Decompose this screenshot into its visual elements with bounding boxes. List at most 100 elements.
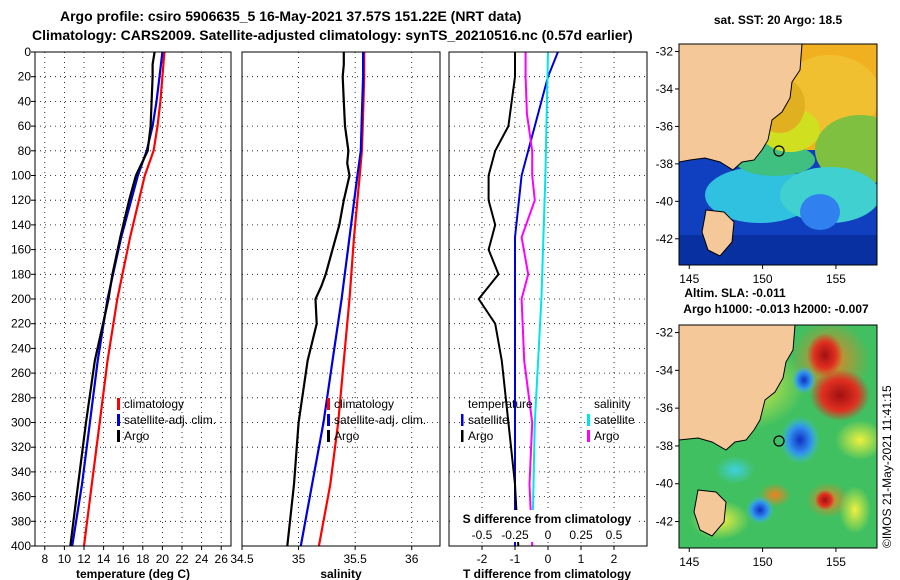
difference-frame [448,51,648,547]
temperature-lines [69,52,166,546]
legend-swatch-satellite [117,414,120,426]
series-line-satellite-adj-clim- [71,52,164,546]
y-tick-label: 120 [11,193,31,207]
y-tick-label: 200 [11,292,31,306]
legend-label-s-argo: Argo [594,429,620,443]
series-line-climatology [82,52,166,546]
x-tick-label: 22 [175,552,189,566]
map-x-tick-label: 155 [826,272,846,286]
series-line-temperature-satellite [514,52,559,546]
map-y-tick-label: -36 [656,401,674,415]
legend-swatch-t-satellite [461,414,464,426]
s-difference-label: S difference from climatology [463,512,632,526]
x-tick-label: 12 [77,552,91,566]
s-axis-background [454,510,638,542]
difference-grid [449,52,647,546]
map-y-tick-label: -38 [656,439,674,453]
t-difference-label: T difference from climatology [463,567,631,580]
x-tick-label: 0 [545,552,552,566]
legend-swatch-climatology [327,398,330,410]
legend-swatch-s-argo [587,430,590,442]
map-y-tick-label: -38 [656,157,674,171]
x-tick-label: 20 [156,552,170,566]
figure-title-line2: Climatology: CARS2009. Satellite-adjuste… [32,27,633,43]
series-line-temperature-argo [477,52,520,546]
difference-panel: -2 -1 0 1 2 S difference from climatology -0… [448,51,648,580]
salinity-frame [241,51,441,547]
x-tick-label: 18 [136,552,150,566]
x-tick-label: 14 [97,552,111,566]
legend-label-climatology: climatology [334,397,394,411]
y-tick-label: 0 [24,45,31,59]
x-tick-label: 36 [405,552,419,566]
x-tick-label: -2 [477,552,488,566]
series-line-argo [286,52,351,546]
sla-argo-marker [773,435,785,447]
x-tick-label: 8 [41,552,48,566]
y-tick-label: 340 [11,465,31,479]
imos-stamp: ©IMOS 21-May-2021 11:41:15 [880,385,894,548]
legend-label-climatology: climatology [124,397,184,411]
x-tick-label: 16 [117,552,131,566]
map-y-tick-label: -42 [656,515,674,529]
y-tick-label: 40 [18,94,32,108]
map-y-tick-label: -34 [656,82,674,96]
sla-map-frame [678,324,878,549]
sst-map-title: sat. SST: 20 Argo: 18.5 [714,13,843,27]
sla-map-subtitle: Argo h1000: -0.013 h2000: -0.007 [683,302,869,316]
salinity-legend: climatology satellite-adj. clim. Argo [327,397,426,443]
salinity-tick-labels: 34.5 35 35.5 36 [230,546,419,566]
y-tick-label: 400 [11,539,31,553]
salinity-lines [286,52,366,546]
s-difference-tick-labels: -0.5 -0.25 0 0.25 0.5 [472,528,623,542]
y-tick-label: 100 [11,169,31,183]
x-tick-label: 26 [215,552,229,566]
map-y-tick-label: -40 [656,194,674,208]
legend-swatch-satellite [327,414,330,426]
map-y-tick-label: -36 [656,119,674,133]
x-tick-label: 24 [195,552,209,566]
y-tick-label: 280 [11,391,31,405]
series-line-argo [69,52,156,546]
legend-swatch-t-argo [461,430,464,442]
sla-map: Altim. SLA: -0.011 Argo h1000: -0.013 h2… [656,286,878,569]
sst-map-ticks: 145 150 155 -32 -34 -36 -38 -40 -42 [656,44,847,286]
temperature-xlabel: temperature (deg C) [76,567,190,580]
sst-argo-marker [773,145,785,157]
y-tick-label: 60 [18,119,32,133]
legend-title-salinity: salinity [594,397,631,411]
series-line-salinity-argo [520,52,536,546]
temperature-panel: 0 20 40 60 80 100 120 140 160 180 200 220 240 260 280 3… [11,45,232,580]
legend-swatch-argo [327,430,330,442]
map-y-tick-label: -34 [656,363,674,377]
x2-tick-label: -0.25 [501,528,529,542]
x-tick-label: 2 [611,552,618,566]
temperature-grid [35,52,231,546]
legend-swatch-argo [117,430,120,442]
map-x-tick-label: 150 [753,555,773,569]
x2-tick-label: 0.5 [606,528,623,542]
sst-map-field [679,44,877,265]
y-tick-label: 80 [18,144,32,158]
y-tick-label: 320 [11,440,31,454]
temperature-tick-labels: 8 10 12 14 16 18 20 22 24 26 [41,546,228,566]
sla-map-title: Altim. SLA: -0.011 [684,286,786,300]
sla-map-ticks: 145 150 155 -32 -34 -36 -38 -40 -42 [656,326,847,569]
y-tick-label: 360 [11,490,31,504]
series-line-climatology [317,52,366,546]
legend-title-temperature: temperature [468,397,533,411]
x2-tick-label: 0 [545,528,552,542]
legend-label-argo: Argo [334,429,360,443]
difference-legend: temperature satellite Argo salinity sate… [461,397,635,443]
map-x-tick-label: 155 [826,555,846,569]
map-y-tick-label: -40 [656,477,674,491]
x-tick-label: 34.5 [230,552,254,566]
map-y-tick-label: -42 [656,232,674,246]
sst-map: sat. SST: 20 Argo: 18.5 145 150 155 -32 -34 -… [656,13,878,286]
legend-label-satellite: satellite-adj. clim. [124,413,216,427]
temperature-legend: climatology satellite-adj. clim. Argo [117,397,216,443]
legend-label-t-argo: Argo [468,429,494,443]
legend-swatch-climatology [117,398,120,410]
map-x-tick-label: 145 [679,555,699,569]
